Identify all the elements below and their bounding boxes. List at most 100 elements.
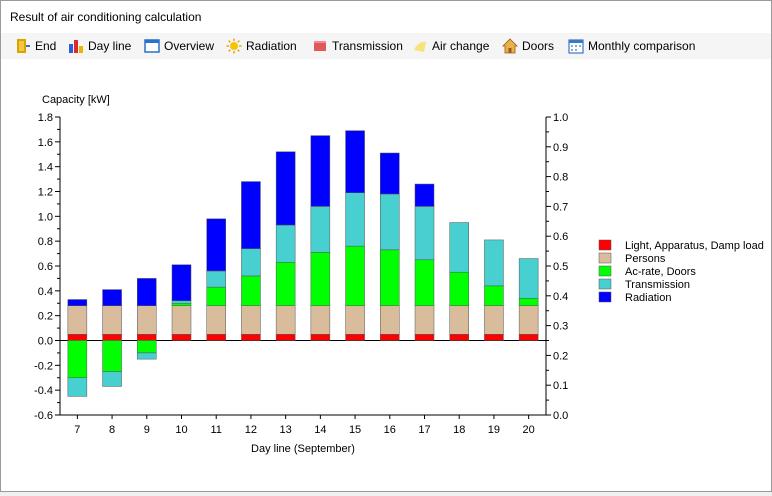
- legend-label: Transmission: [625, 279, 690, 291]
- exit-door-icon: [17, 39, 30, 53]
- bar-segment: [102, 289, 122, 306]
- bar-segment: [518, 334, 539, 341]
- bar-segment: [345, 192, 365, 247]
- bar-segment: [137, 278, 157, 306]
- x-tick-label: 18: [453, 424, 465, 436]
- bar-segment: [241, 275, 261, 306]
- bar-segment: [67, 340, 88, 378]
- legend-swatch: [598, 278, 612, 290]
- x-tick-label: 19: [488, 424, 500, 436]
- x-tick-label: 9: [144, 424, 150, 436]
- doors-button[interactable]: Doors: [502, 37, 554, 55]
- y-tick-label: 1.2: [38, 187, 53, 199]
- day-line-button[interactable]: Day line: [68, 37, 131, 55]
- y2-tick-label: 0.4: [553, 291, 568, 303]
- bar-segment: [241, 305, 261, 335]
- x-tick-label: 12: [245, 424, 257, 436]
- y2-tick-label: 0.8: [553, 172, 568, 184]
- bar-segment: [206, 305, 226, 335]
- bar-segment: [414, 259, 435, 306]
- bar-segment: [137, 305, 157, 335]
- bar-segment: [345, 245, 365, 306]
- y-tick-label: -0.4: [34, 385, 53, 397]
- bar-segment: [310, 135, 331, 207]
- overview-label: Overview: [164, 39, 215, 53]
- bar-segment: [67, 299, 88, 306]
- bar-segment: [484, 305, 504, 335]
- bar-segment: [275, 305, 296, 335]
- doors-label: Doors: [522, 39, 555, 53]
- bar-segment: [102, 371, 122, 387]
- bar-segment: [171, 334, 192, 341]
- bar-segment: [275, 151, 296, 226]
- window-icon: [144, 39, 160, 53]
- monthly-comparison-button[interactable]: Monthly comparison: [568, 37, 695, 55]
- bar-segment: [449, 271, 469, 306]
- bar-segment: [380, 305, 400, 335]
- bar-segment: [380, 152, 400, 195]
- x-tick-label: 17: [418, 424, 430, 436]
- capacity-chart: Capacity [kW] Day line (September) -0.6 -…: [34, 94, 764, 455]
- bar-segment: [310, 334, 331, 341]
- day-line-label: Day line: [88, 39, 132, 53]
- bar-segment: [484, 239, 504, 287]
- bar-segment: [206, 334, 226, 341]
- bar-segment: [171, 264, 192, 302]
- bar-segment: [171, 305, 192, 335]
- y2-tick-label: 0.5: [553, 261, 568, 273]
- bar-segment: [102, 334, 122, 341]
- legend-swatch: [598, 291, 612, 303]
- x-tick-label: 11: [211, 424, 222, 436]
- monthly-comparison-label: Monthly comparison: [588, 39, 696, 53]
- x-tick-label: 14: [314, 424, 326, 436]
- bar-segment: [67, 334, 88, 341]
- x-tick-label: 16: [384, 424, 396, 436]
- bar-segment: [310, 206, 331, 253]
- bar-segment: [102, 305, 122, 335]
- bar-segment: [241, 181, 261, 249]
- transmission-button[interactable]: Transmission: [312, 37, 403, 55]
- bar-segment: [414, 334, 435, 341]
- wall-icon: [314, 41, 326, 51]
- bar-segment: [275, 334, 296, 341]
- legend-label: Ac-rate, Doors: [625, 266, 696, 278]
- y2-tick-label: 0.0: [553, 410, 568, 422]
- bar-segment: [137, 334, 157, 341]
- overview-button[interactable]: Overview: [144, 37, 214, 55]
- legend-swatch: [598, 265, 612, 277]
- air-icon: [414, 41, 426, 52]
- y-tick-label: 0.8: [38, 236, 53, 248]
- bar-segment: [241, 334, 261, 341]
- bar-segment: [67, 305, 88, 335]
- bar-segment: [102, 340, 122, 372]
- x-tick-label: 7: [74, 424, 80, 436]
- bar-segment: [137, 340, 157, 354]
- y2-tick-label: 0.7: [553, 201, 568, 213]
- x-tick-label: 15: [349, 424, 361, 436]
- air-change-label: Air change: [432, 39, 490, 53]
- bar-segment: [137, 352, 157, 360]
- toolbar: End Day line Overview Radiation Tra: [1, 33, 771, 59]
- legend-swatch: [598, 239, 612, 251]
- bar-segment: [206, 270, 226, 288]
- bar-segment: [345, 130, 365, 193]
- bar-segment: [449, 334, 469, 341]
- bar-segment: [484, 285, 504, 306]
- radiation-label: Radiation: [246, 39, 297, 53]
- y-tick-label: -0.6: [34, 410, 53, 422]
- chart-area: Capacity [kW] Day line (September) -0.6 -…: [1, 59, 771, 491]
- bar-segment: [449, 222, 469, 273]
- y-tick-label: 0.0: [38, 336, 53, 348]
- air-change-button[interactable]: Air change: [412, 37, 489, 55]
- legend-label: Light, Apparatus, Damp load: [625, 240, 764, 252]
- y2-tick-label: 1.0: [553, 112, 568, 124]
- end-button[interactable]: End: [15, 37, 56, 55]
- bar-segment: [518, 258, 539, 299]
- bar-segment: [171, 300, 192, 304]
- y-tick-label: -0.2: [34, 360, 53, 372]
- bar-segment: [414, 206, 435, 261]
- y2-tick-label: 0.1: [553, 380, 568, 392]
- radiation-button[interactable]: Radiation: [226, 37, 297, 55]
- bar-segment: [449, 305, 469, 335]
